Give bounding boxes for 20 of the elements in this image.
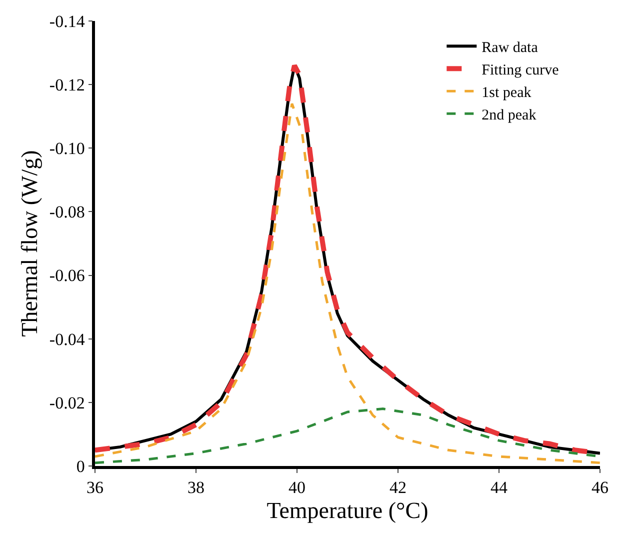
x-tick-label: 42 — [390, 478, 406, 498]
x-tick-label: 36 — [86, 478, 104, 498]
x-tick-label: 40 — [288, 478, 306, 498]
legend-label: 2nd peak — [482, 108, 537, 124]
legend-label: Fitting curve — [482, 62, 560, 78]
legend-label: 1st peak — [482, 85, 532, 101]
x-tick-label: 38 — [188, 478, 204, 498]
y-tick-label: -0.14 — [49, 12, 86, 31]
y-tick-label: -0.10 — [49, 139, 85, 158]
legend-label: Raw data — [482, 40, 538, 56]
y-tick-label: -0.06 — [49, 266, 85, 286]
x-axis-title: Temperature (°C) — [266, 498, 428, 523]
y-tick-label: -0.04 — [49, 330, 86, 349]
x-tick-label: 44 — [490, 478, 508, 498]
x-tick-label: 46 — [592, 478, 608, 498]
y-tick-label: 0 — [76, 456, 85, 476]
y-tick-label: -0.12 — [49, 76, 85, 95]
y-tick-label: -0.02 — [49, 393, 85, 412]
y-tick-label: -0.08 — [49, 202, 85, 222]
y-axis-title: Thermal flow (W/g) — [16, 150, 42, 337]
